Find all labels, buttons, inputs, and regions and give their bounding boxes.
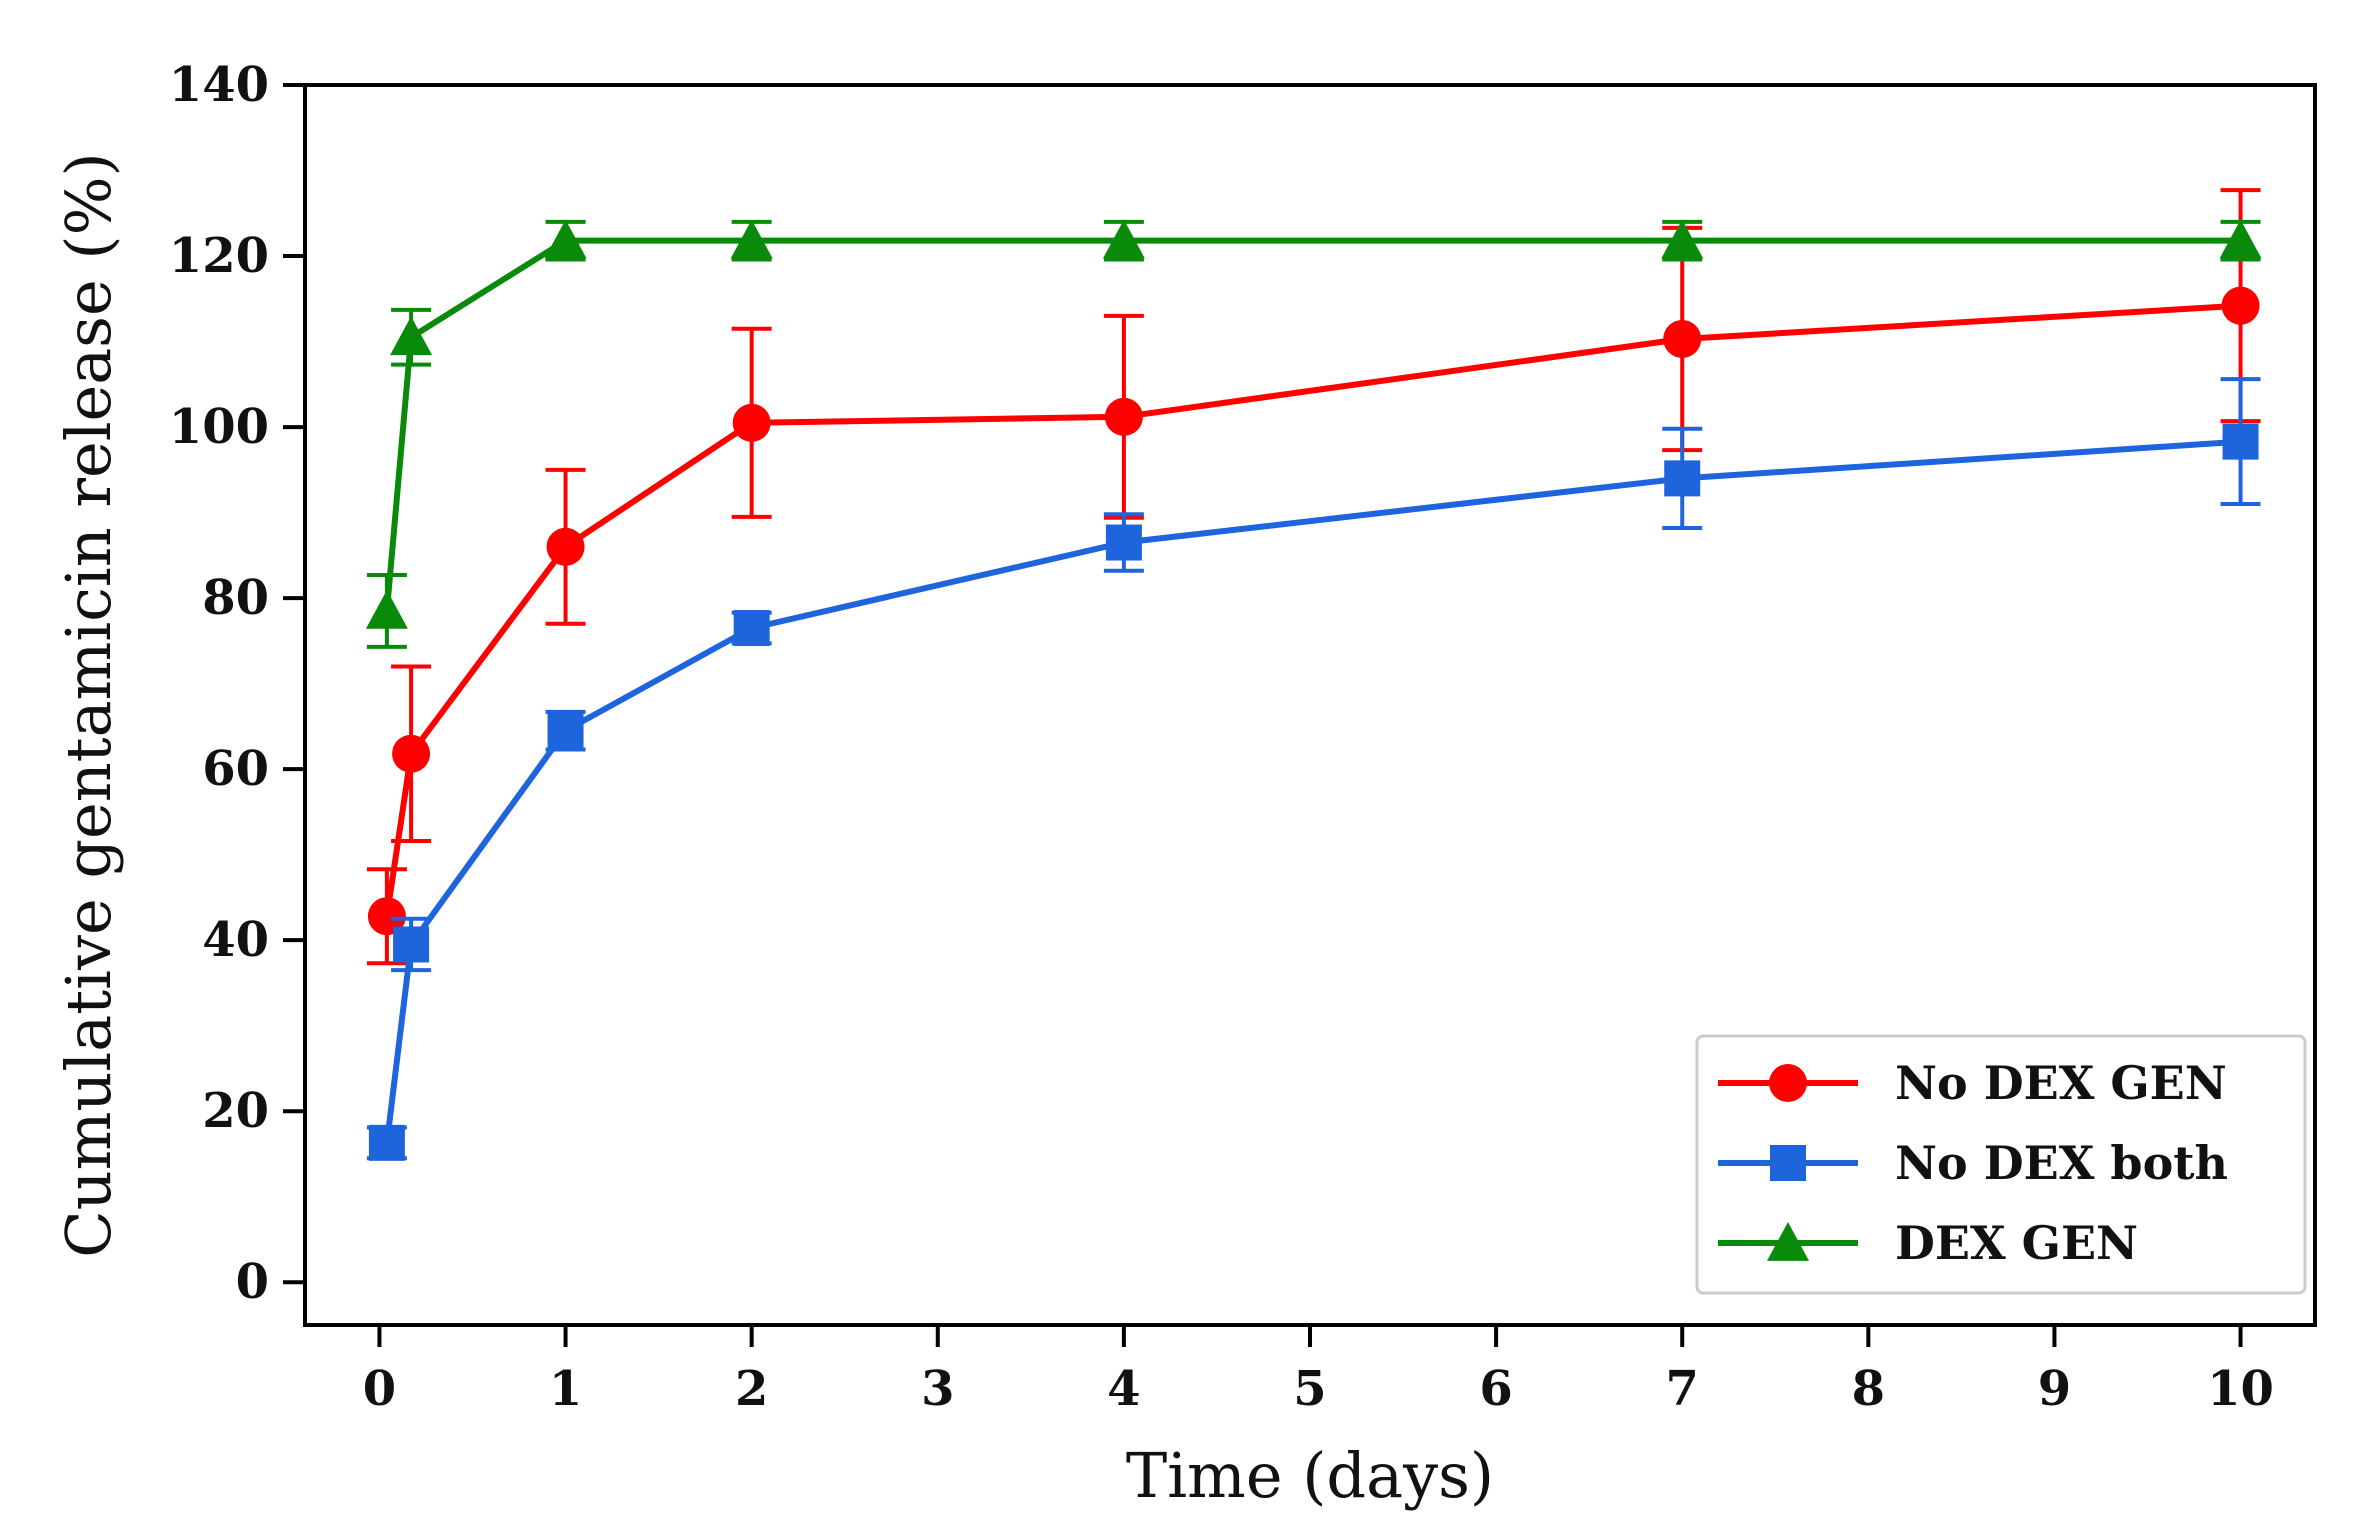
data-point — [1104, 397, 1143, 436]
data-point — [733, 610, 770, 647]
y-tick-label: 100 — [169, 399, 269, 455]
legend: No DEX GEN No DEX both DEX GEN — [1695, 1034, 2307, 1295]
legend-label: No DEX both — [1895, 1136, 2228, 1190]
y-tick-label: 20 — [202, 1083, 269, 1139]
x-tick-label: 6 — [1479, 1361, 1512, 1417]
data-point — [2221, 286, 2260, 325]
series-layer — [365, 188, 2262, 1161]
x-axis-ticks: 0 1 2 3 4 5 6 7 8 9 10 — [363, 1325, 2274, 1417]
data-point — [368, 1124, 405, 1161]
x-tick-label: 10 — [2207, 1361, 2274, 1417]
legend-items: No DEX GEN No DEX both DEX GEN — [1718, 1056, 2228, 1270]
series-line — [383, 237, 2241, 612]
y-axis-title: Cumulative gentamicin release (%) — [52, 152, 125, 1257]
y-tick-label: 140 — [169, 57, 269, 113]
y-tick-label: 0 — [236, 1254, 269, 1310]
legend-marker — [1770, 1145, 1806, 1181]
legend-item: No DEX GEN — [1718, 1056, 2227, 1110]
y-tick-label: 80 — [202, 570, 269, 626]
x-tick-label: 1 — [549, 1361, 582, 1417]
series-dex-gen — [365, 219, 2262, 649]
x-tick-label: 0 — [363, 1361, 396, 1417]
data-point — [1102, 219, 1145, 259]
data-point — [547, 712, 584, 749]
data-point — [390, 316, 433, 356]
legend-item: No DEX both — [1718, 1136, 2228, 1190]
x-tick-label: 9 — [2038, 1361, 2071, 1417]
legend-item: DEX GEN — [1718, 1216, 2138, 1270]
x-tick-label: 3 — [921, 1361, 954, 1417]
data-point — [2222, 423, 2259, 460]
series-no-dex-both — [366, 377, 2261, 1161]
legend-box — [1695, 1034, 2307, 1295]
series-no-dex-gen — [366, 188, 2261, 966]
data-point — [1663, 319, 1702, 358]
data-point — [732, 403, 771, 442]
legend-marker — [1767, 1222, 1809, 1261]
y-axis-ticks: 0 20 40 60 80 100 120 140 — [169, 57, 305, 1310]
data-point — [546, 527, 585, 566]
data-point — [392, 734, 431, 773]
x-tick-label: 5 — [1293, 1361, 1326, 1417]
x-axis-title: Time (days) — [1126, 1439, 1494, 1512]
y-tick-label: 40 — [202, 912, 269, 968]
data-point — [367, 897, 406, 936]
y-tick-label: 60 — [202, 741, 269, 797]
legend-label: DEX GEN — [1895, 1216, 2138, 1270]
data-point — [1664, 460, 1701, 497]
legend-label: No DEX GEN — [1895, 1056, 2227, 1110]
data-point — [365, 589, 408, 629]
x-tick-label: 4 — [1107, 1361, 1140, 1417]
plot-area: 0 20 40 60 80 100 120 140 0 1 2 3 4 5 6 7 8 9 10 — [169, 57, 2317, 1417]
y-tick-label: 120 — [169, 228, 269, 284]
data-point — [544, 219, 587, 259]
data-point — [393, 926, 430, 963]
data-point — [1105, 524, 1142, 561]
legend-marker — [1769, 1064, 1807, 1102]
x-tick-label: 2 — [735, 1361, 768, 1417]
data-point — [1661, 219, 1704, 259]
series-line — [383, 302, 2241, 917]
data-point — [730, 219, 773, 259]
x-tick-label: 7 — [1666, 1361, 1699, 1417]
data-point — [2219, 219, 2262, 259]
x-tick-label: 8 — [1852, 1361, 1885, 1417]
